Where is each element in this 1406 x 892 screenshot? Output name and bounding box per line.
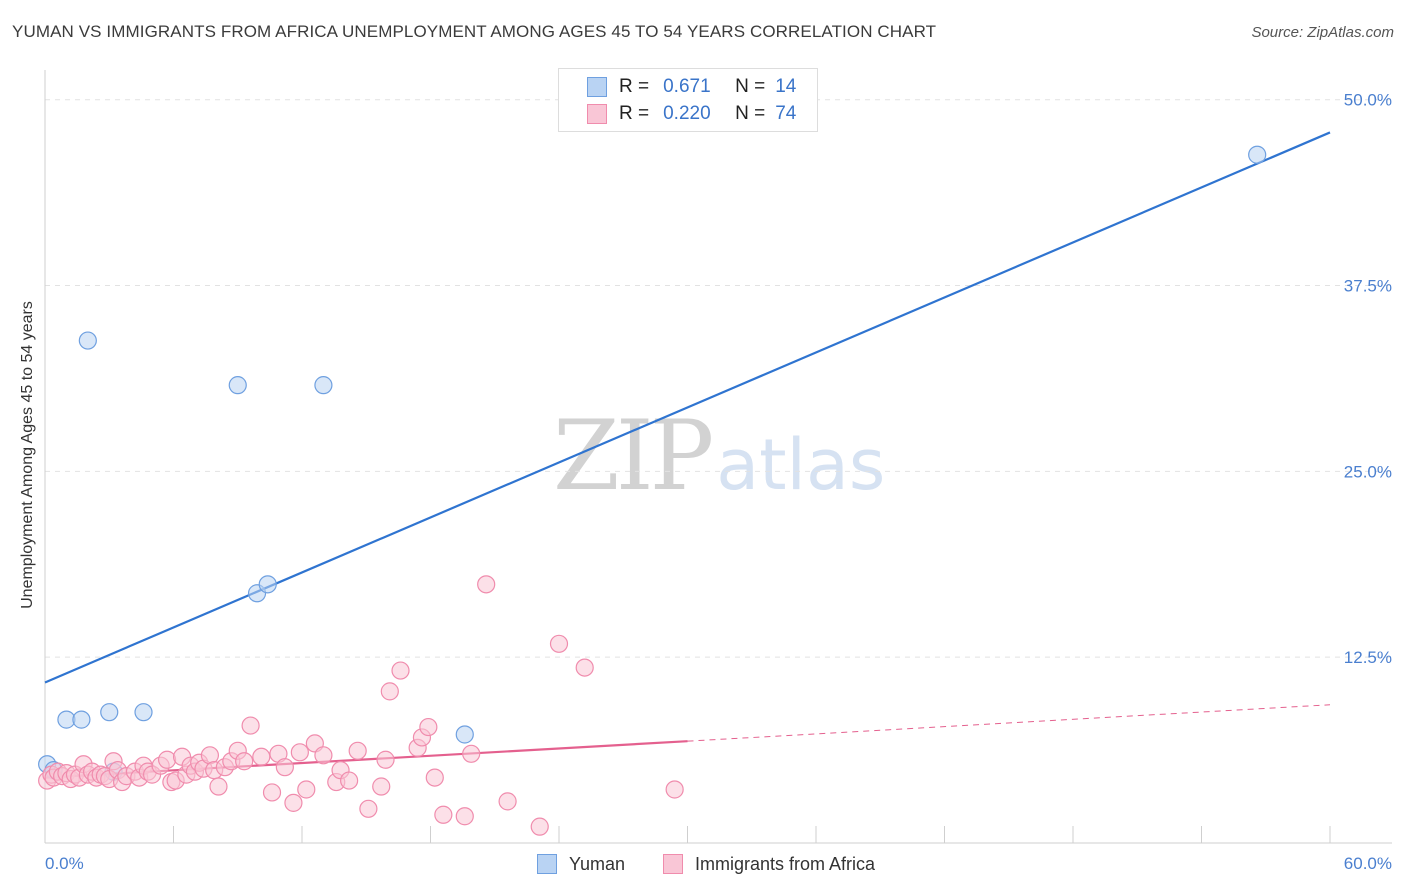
point-yuman [314, 376, 333, 395]
point-africa [419, 717, 438, 737]
y-tick-label: 25.0% [1344, 462, 1392, 481]
legend-r-value: 0.220 [663, 103, 711, 124]
legend-r-value: 0.671 [663, 76, 711, 97]
point-africa [376, 750, 395, 769]
point-africa [434, 805, 453, 824]
tick-labels: 12.5% 25.0% 37.5% 50.0% 0.0% 60.0% [45, 91, 1392, 873]
point-africa [498, 792, 517, 811]
y-tick-label: 50.0% [1344, 91, 1392, 110]
point-africa [252, 747, 271, 766]
point-yuman [78, 331, 97, 350]
chart-title: YUMAN VS IMMIGRANTS FROM AFRICA UNEMPLOY… [12, 22, 937, 41]
point-africa [455, 807, 474, 826]
legend-swatch-africa [587, 104, 607, 124]
source-credit: Source: ZipAtlas.com [1251, 24, 1394, 41]
bottom-legend-label-africa: Immigrants from Africa [695, 853, 876, 874]
point-yuman [100, 703, 119, 722]
y-tick-label: 12.5% [1344, 648, 1392, 667]
trend-line-dashed-1 [687, 704, 1331, 742]
point-africa [575, 658, 594, 677]
point-africa [425, 768, 444, 787]
point-africa [235, 752, 254, 771]
point-africa [157, 750, 177, 769]
bottom-legend-swatch-africa [663, 854, 683, 874]
trend-line-0 [44, 131, 1331, 684]
legend-n-value: 74 [775, 103, 797, 124]
bottom-legend-africa: Immigrants from Africa [663, 852, 875, 876]
watermark-atlas: atlas [716, 424, 886, 506]
point-africa [314, 746, 333, 765]
legend-swatch-yuman [587, 77, 607, 97]
point-yuman [1248, 145, 1267, 164]
bottom-legend-label-yuman: Yuman [569, 853, 626, 874]
point-yuman [258, 575, 277, 594]
point-africa [372, 777, 391, 796]
point-africa [340, 771, 359, 790]
watermark-zip: ZIP [553, 400, 714, 512]
point-yuman [134, 703, 153, 722]
legend-row-africa: R = 0.220 N = 74 [587, 102, 796, 126]
point-africa [530, 817, 549, 836]
grid-lines [45, 99, 1392, 658]
point-africa [290, 743, 309, 762]
data-points [38, 145, 1267, 836]
point-africa [284, 793, 303, 812]
legend-n-label: N = [735, 103, 766, 124]
axes [44, 70, 1392, 844]
bottom-legend-yuman: Yuman [537, 852, 625, 876]
y-tick-label: 37.5% [1344, 277, 1392, 296]
point-africa [477, 575, 496, 594]
point-africa [262, 783, 282, 802]
x-tick-label-max: 60.0% [1344, 854, 1392, 873]
point-africa [359, 799, 378, 818]
point-yuman [455, 725, 474, 744]
point-africa [348, 741, 367, 760]
point-yuman [228, 376, 247, 395]
point-africa [297, 780, 316, 799]
x-tick-label-min: 0.0% [45, 854, 84, 873]
legend-r-label: R = [619, 76, 650, 97]
point-africa [380, 682, 399, 701]
legend-r-label: R = [619, 103, 650, 124]
trend-lines [44, 131, 1331, 779]
bottom-legend-swatch-yuman [537, 854, 557, 874]
point-africa [241, 716, 260, 735]
legend-row-yuman: R = 0.671 N = 14 [587, 75, 796, 99]
point-yuman [72, 710, 91, 729]
point-africa [275, 758, 294, 777]
legend-n-value: 14 [775, 76, 797, 97]
point-africa [462, 744, 481, 763]
point-africa [549, 634, 569, 653]
point-africa [665, 780, 684, 799]
point-africa [209, 777, 228, 796]
legend-n-label: N = [735, 76, 766, 97]
watermark: ZIPatlas [553, 400, 885, 512]
legend: R = 0.671 N = 14 R = 0.220 N = 74 [558, 68, 818, 132]
point-africa [391, 661, 410, 680]
